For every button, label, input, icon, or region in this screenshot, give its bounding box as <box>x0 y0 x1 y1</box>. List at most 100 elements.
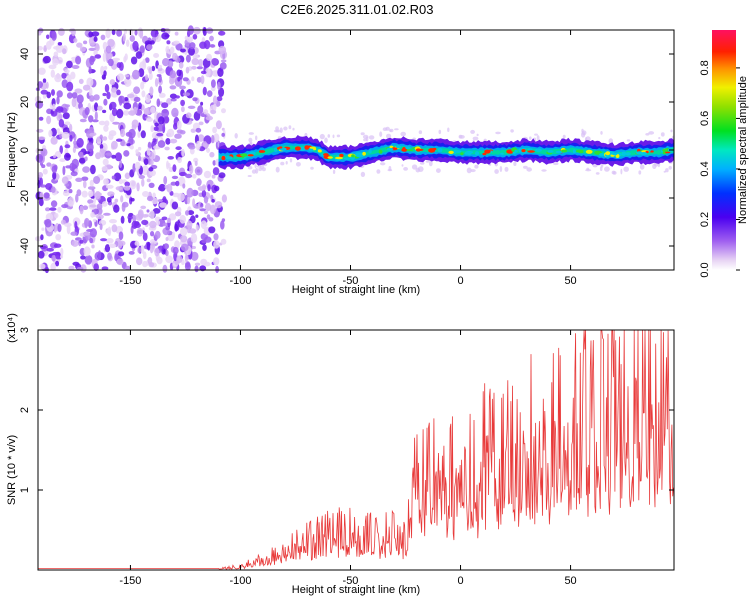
noise-speckle <box>191 58 200 66</box>
noise-speckle <box>127 93 135 99</box>
noise-speckle <box>137 146 142 151</box>
track-halo-speckle <box>382 127 388 131</box>
signal-hot-spot <box>561 149 568 153</box>
signal-hot-spot <box>402 147 406 151</box>
noise-speckle <box>200 70 207 75</box>
noise-speckle <box>150 40 155 45</box>
noise-speckle <box>86 142 94 153</box>
noise-speckle <box>65 165 72 169</box>
track-halo-speckle <box>295 162 301 167</box>
noise-speckle <box>135 213 143 221</box>
noise-speckle <box>120 215 125 224</box>
colorbar-ticks: 0.0 0.2 0.4 0.6 0.8 <box>699 60 740 278</box>
noise-speckle <box>93 36 98 42</box>
noise-speckle <box>46 115 52 125</box>
noise-speckle <box>109 101 117 110</box>
noise-speckle <box>194 160 198 167</box>
noise-speckle <box>53 154 56 159</box>
noise-speckle <box>169 138 178 144</box>
noise-speckle <box>98 120 106 126</box>
spectrogram-y-tick-label: 0 <box>19 147 31 153</box>
snr-x-tick-label: -150 <box>119 575 141 587</box>
noise-speckle <box>162 264 168 273</box>
noise-speckle <box>107 252 112 260</box>
noise-speckle <box>181 106 185 113</box>
noise-speckle <box>45 207 51 212</box>
track-halo-speckle <box>623 166 629 172</box>
noise-speckle <box>170 181 177 186</box>
track-halo-speckle <box>418 130 423 135</box>
noise-speckle <box>56 128 61 134</box>
noise-speckle <box>194 262 201 266</box>
noise-speckle <box>216 96 223 102</box>
signal-hot-spot <box>317 149 322 153</box>
noise-speckle <box>79 118 87 123</box>
noise-speckle <box>188 46 195 56</box>
track-halo-speckle <box>279 127 283 133</box>
track-halo-speckle <box>611 170 616 175</box>
noise-speckle <box>169 70 176 79</box>
noise-speckle <box>142 260 148 268</box>
signal-hot-spot <box>599 153 604 157</box>
noise-speckle <box>192 198 196 208</box>
noise-speckle <box>93 263 99 271</box>
noise-speckle <box>172 164 177 173</box>
track-halo-speckle <box>510 129 514 133</box>
noise-speckle <box>46 34 50 40</box>
noise-speckle <box>83 232 90 236</box>
noise-speckle <box>94 54 102 59</box>
signal-hot-spot <box>578 149 584 154</box>
noise-speckle <box>61 176 69 184</box>
noise-speckle <box>203 143 210 148</box>
signal-hot-spot <box>448 150 454 154</box>
noise-speckle <box>103 124 109 132</box>
noise-speckle <box>91 31 100 37</box>
track-halo-speckle <box>595 172 600 175</box>
noise-speckle <box>89 204 97 208</box>
noise-speckle <box>184 253 188 263</box>
noise-speckle <box>115 152 122 162</box>
noise-speckle <box>203 109 209 115</box>
noise-speckle <box>194 265 199 273</box>
noise-speckle <box>66 224 71 235</box>
noise-speckle <box>78 151 84 159</box>
noise-speckle <box>121 202 126 212</box>
noise-speckle <box>94 191 101 200</box>
noise-speckle <box>211 58 218 65</box>
noise-speckle <box>57 206 62 213</box>
track-halo-speckle <box>626 139 631 142</box>
noise-speckle <box>51 89 55 96</box>
noise-speckle <box>141 178 145 187</box>
track-halo-speckle <box>553 162 559 166</box>
noise-speckle <box>66 81 74 92</box>
signal-hot-spot <box>351 154 355 158</box>
noise-speckle <box>206 53 212 62</box>
spectrogram-y-label: Frequency (Hz) <box>6 112 18 188</box>
noise-speckle <box>111 107 118 117</box>
track-halo-speckle <box>285 161 288 165</box>
noise-speckle <box>57 223 62 233</box>
track-halo-speckle <box>360 171 366 177</box>
noise-speckle <box>143 107 152 115</box>
noise-speckle <box>110 87 117 93</box>
track-halo-speckle <box>368 135 375 140</box>
noise-speckle <box>200 75 205 85</box>
noise-speckle <box>136 257 143 266</box>
noise-speckle <box>131 220 138 229</box>
noise-speckle <box>42 94 47 99</box>
noise-speckle <box>76 94 84 104</box>
signal-hot-spot <box>500 152 504 155</box>
noise-speckle <box>154 230 161 239</box>
noise-speckle <box>46 162 52 167</box>
noise-speckle <box>118 95 123 106</box>
track-halo-speckle <box>499 166 503 172</box>
noise-speckle <box>132 40 139 51</box>
noise-speckle <box>76 137 84 148</box>
noise-speckle <box>106 91 111 100</box>
track-halo-speckle <box>387 169 393 172</box>
noise-speckle <box>50 108 58 117</box>
noise-speckle <box>68 265 75 271</box>
signal-hot-spot <box>662 148 668 152</box>
noise-speckle <box>70 231 78 236</box>
